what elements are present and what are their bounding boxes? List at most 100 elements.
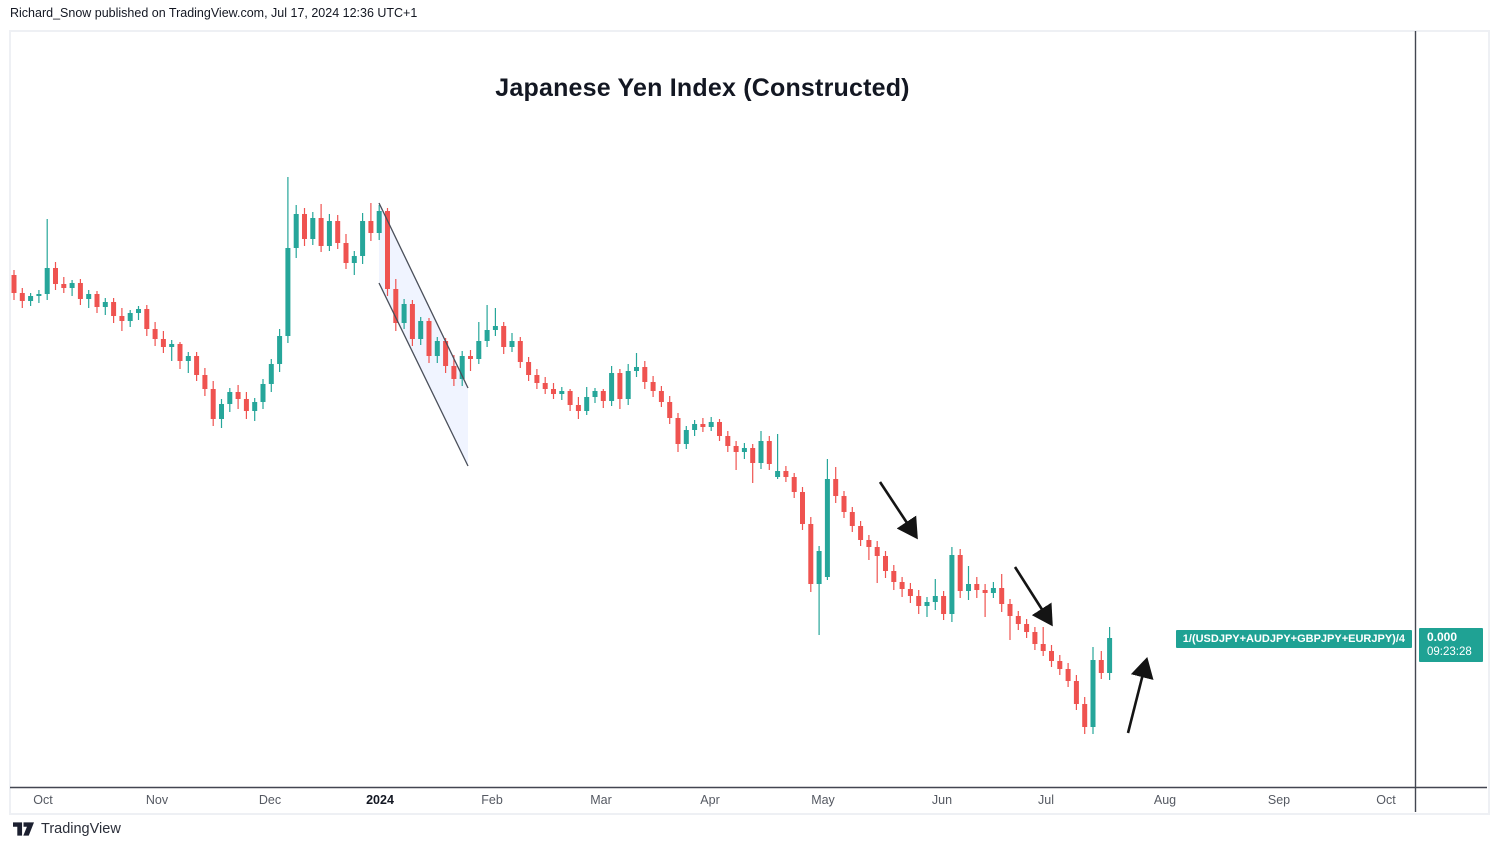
candle-body <box>376 211 382 233</box>
candle-body <box>1098 660 1104 673</box>
candle-body <box>609 373 615 401</box>
candle-body <box>434 341 440 356</box>
candle-body <box>53 268 58 284</box>
candle-body <box>492 326 498 330</box>
candle-body <box>127 313 133 321</box>
candle-body <box>924 602 930 606</box>
candle-body <box>858 526 864 540</box>
candle-body <box>77 283 83 299</box>
candle-body <box>675 418 681 444</box>
candle-body <box>418 321 424 339</box>
candlestick-series <box>11 177 1113 734</box>
candle-body <box>932 596 938 602</box>
candle-body <box>816 551 822 584</box>
chart-frame <box>9 30 1490 815</box>
candle-body <box>1057 661 1063 669</box>
candle-body <box>824 479 830 577</box>
candle-body <box>409 304 415 339</box>
series-name-label: 1/(USDJPY+AUDJPY+GBPJPY+EURJPY)/4 <box>1175 630 1412 648</box>
candle-body <box>1065 669 1071 681</box>
candle-body <box>1024 624 1030 632</box>
candle-body <box>243 399 249 411</box>
candle-body <box>907 589 913 596</box>
channel-fill <box>379 203 468 466</box>
candle-body <box>451 366 457 379</box>
candle-body <box>758 441 764 463</box>
candle-body <box>1107 638 1113 673</box>
tradingview-wordmark: TradingView <box>41 821 121 837</box>
candle-body <box>592 391 598 397</box>
candle-body <box>401 304 407 323</box>
candle-body <box>584 397 590 411</box>
chart-title: Japanese Yen Index (Constructed) <box>495 74 910 102</box>
candle-body <box>111 302 117 316</box>
candle-body <box>484 330 490 341</box>
candle-body <box>1015 616 1021 624</box>
candle-body <box>185 356 191 361</box>
candle-body <box>310 218 316 239</box>
candle-body <box>302 214 307 239</box>
candle-body <box>501 326 507 347</box>
candle-body <box>625 371 631 399</box>
candle-body <box>899 582 905 589</box>
candle-body <box>733 446 739 452</box>
candle-body <box>219 404 224 419</box>
candle-body <box>974 584 980 590</box>
candle-body <box>194 356 200 375</box>
candle-body <box>86 294 92 299</box>
candle-body <box>725 436 731 446</box>
candle-body <box>551 389 556 394</box>
candle-body <box>966 584 971 591</box>
candle-body <box>28 296 34 301</box>
candle-body <box>119 316 125 321</box>
candle-body <box>783 471 789 477</box>
candle-body <box>833 479 839 496</box>
candle-body <box>1073 681 1079 704</box>
arrow-annotation-up <box>1126 656 1154 734</box>
candle-body <box>252 402 258 411</box>
candle-body <box>999 588 1005 604</box>
candle-body <box>368 221 374 233</box>
tradingview-logo[interactable]: TradingView <box>13 821 121 837</box>
candle-body <box>385 211 390 289</box>
candle-body <box>177 344 183 361</box>
candle-body <box>559 391 565 394</box>
candle-body <box>775 471 781 477</box>
candle-body <box>136 309 141 313</box>
candle-body <box>683 430 689 444</box>
candle-body <box>866 540 872 547</box>
candle-body <box>957 555 963 591</box>
candle-body <box>600 391 606 401</box>
candle-body <box>708 422 714 427</box>
candle-body <box>326 221 332 246</box>
candle-body <box>941 596 947 614</box>
candle-body <box>277 336 283 364</box>
candle-body <box>642 367 648 382</box>
candle-body <box>526 362 532 375</box>
candle-body <box>318 218 324 246</box>
arrow-annotation-down <box>878 481 918 540</box>
candle-body <box>949 555 955 614</box>
candle-body <box>459 356 465 379</box>
candle-body <box>1082 704 1088 727</box>
candle-body <box>202 375 208 389</box>
candle-body <box>36 294 42 296</box>
candle-body <box>102 302 108 307</box>
candle-body <box>360 221 366 256</box>
published-byline: Richard_Snow published on TradingView.co… <box>10 6 418 20</box>
candle-body <box>990 588 996 593</box>
candle-body <box>717 422 722 436</box>
candle-body <box>285 248 291 336</box>
candle-body <box>800 492 805 524</box>
candle-body <box>567 391 573 405</box>
candle-body <box>1090 660 1096 727</box>
candle-body <box>658 391 664 402</box>
candle-body <box>343 243 349 263</box>
candle-body <box>268 364 274 384</box>
candle-body <box>160 339 166 347</box>
candle-body <box>667 402 673 418</box>
candle-body <box>575 405 581 411</box>
candle-body <box>152 329 158 339</box>
candle-body <box>426 321 432 356</box>
